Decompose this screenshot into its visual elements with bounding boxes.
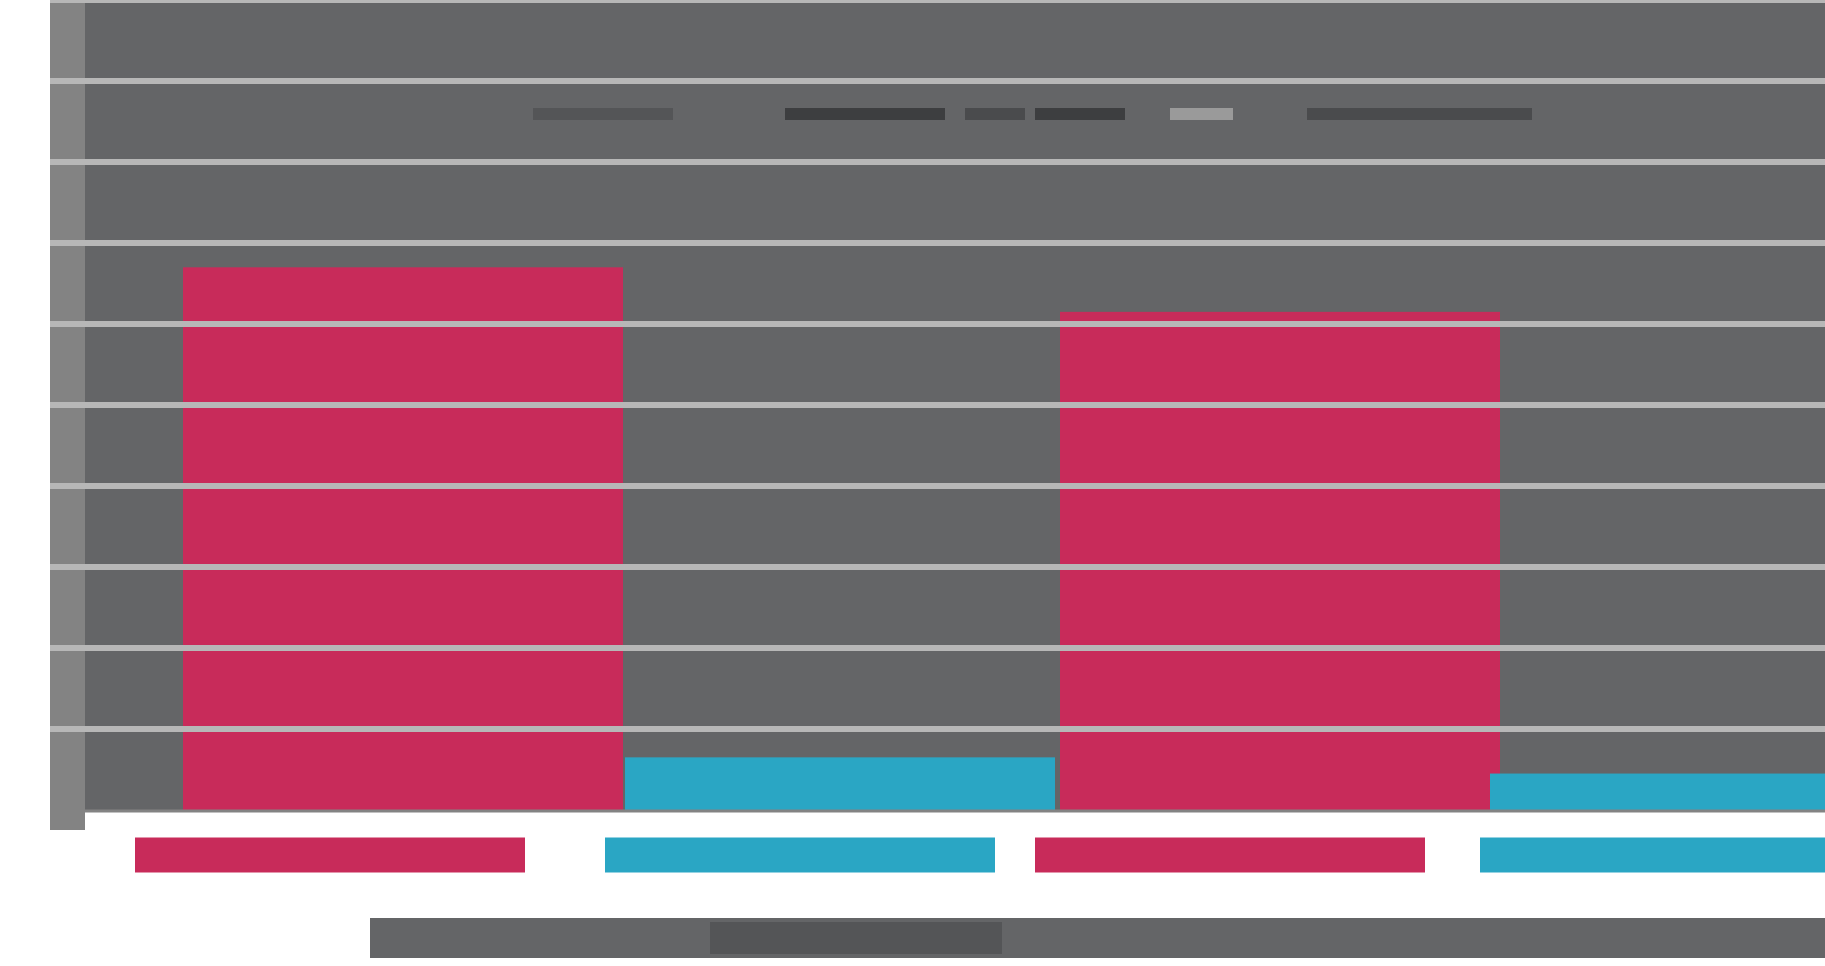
footer-bar-segment bbox=[710, 922, 1002, 954]
bar bbox=[1490, 774, 1825, 810]
x-axis-label-block bbox=[1480, 838, 1825, 873]
x-axis-label-block bbox=[605, 838, 995, 873]
legend-segment bbox=[1035, 108, 1125, 120]
x-axis-label-block bbox=[1035, 838, 1425, 873]
legend-segment bbox=[1170, 108, 1233, 120]
bar bbox=[625, 757, 1055, 810]
legend-segment bbox=[965, 108, 1025, 120]
bar bbox=[1060, 312, 1500, 810]
legend-segment bbox=[1307, 108, 1532, 120]
legend-segment bbox=[785, 108, 945, 120]
chart-canvas bbox=[0, 0, 1825, 966]
bar-chart bbox=[0, 0, 1825, 966]
legend-segment bbox=[533, 108, 673, 120]
footer-bar bbox=[370, 918, 1825, 958]
y-axis bbox=[50, 0, 85, 830]
x-axis-label-block bbox=[135, 838, 525, 873]
